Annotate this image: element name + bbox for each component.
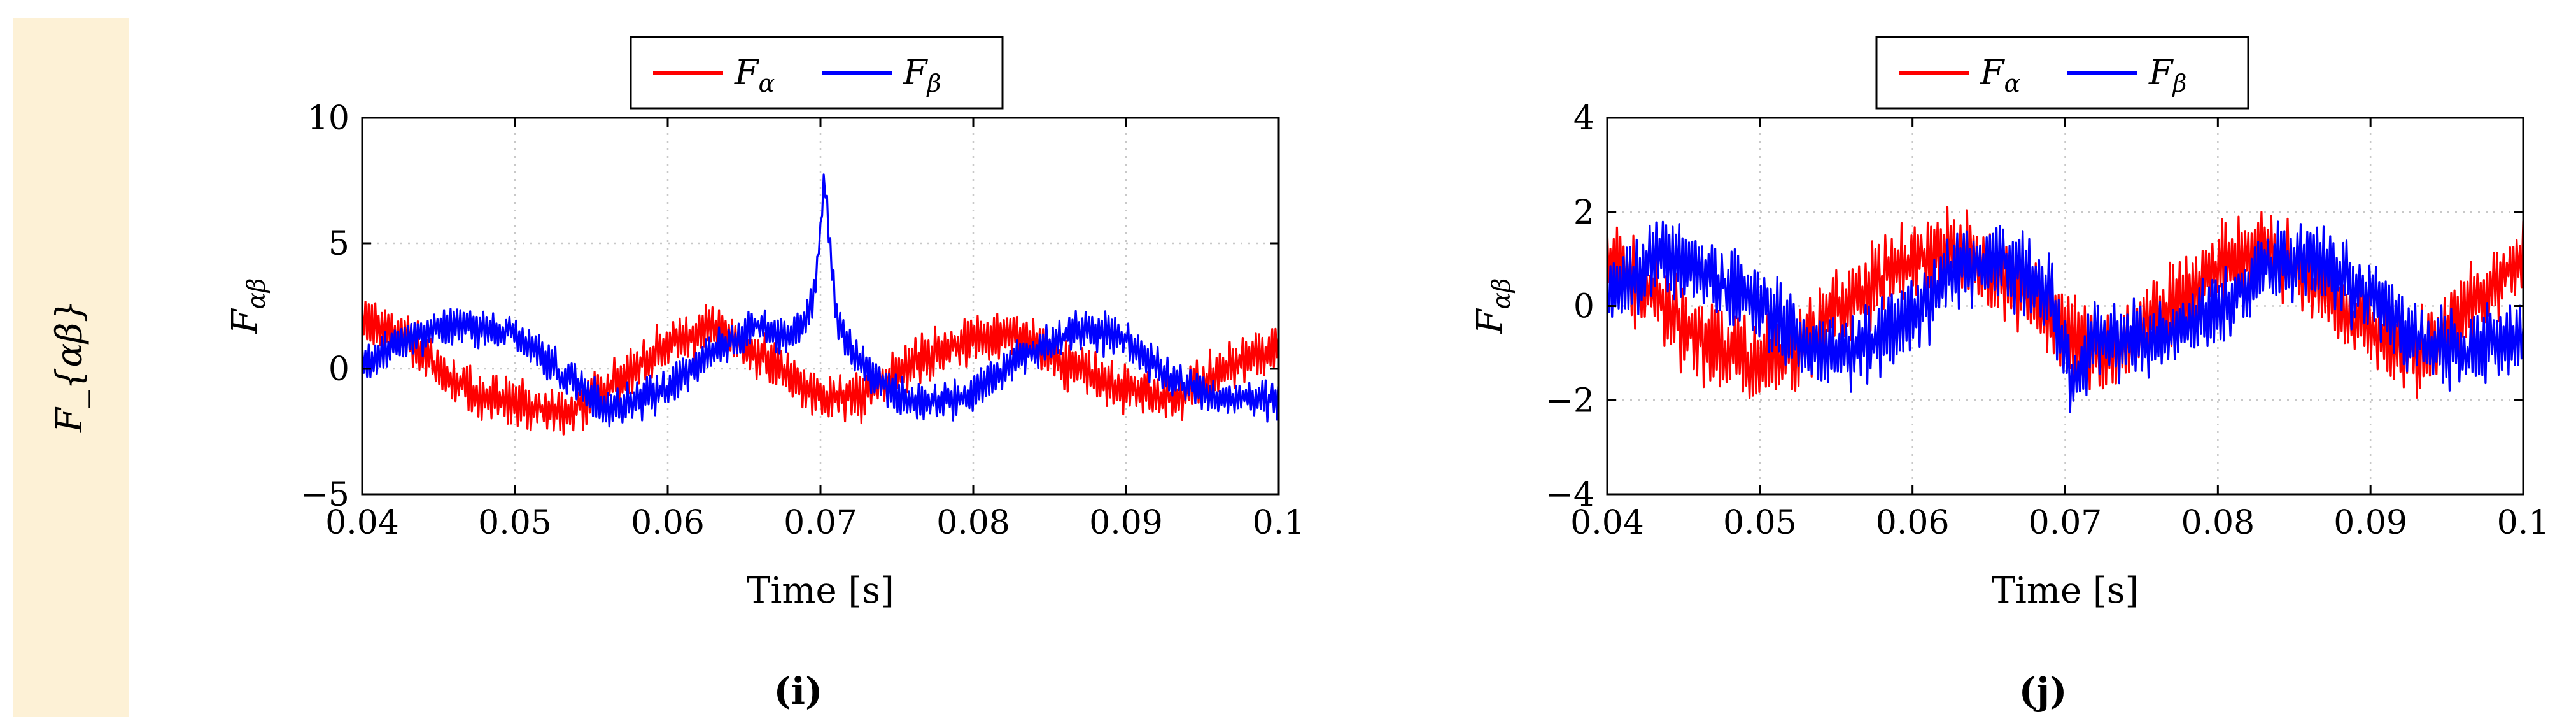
y-tick-label: 5 [328,225,349,263]
x-tick-label: 0.1 [1253,504,1306,542]
x-tick-label: 0.05 [478,504,552,542]
y-axis-label: Fαβ [1470,278,1516,335]
legend-box [630,36,1004,110]
x-tick-label: 0.07 [2029,504,2102,542]
chart-panel-2: 0.04 0.05 0.06 0.07 0.08 0.09 0.1 −4 −2 0 2 4 Time [… [1470,36,2550,713]
x-tick-label: 0.06 [631,504,705,542]
x-tick-label: 0.09 [1089,504,1163,542]
y-tick-label: −2 [1545,382,1594,420]
legend-label-f-beta: Fβ [2148,52,2186,97]
x-tick-label: 0.08 [936,504,1010,542]
y-tick-label: −4 [1545,476,1594,514]
row-label-band [13,18,129,717]
x-tick-label: 0.05 [1723,504,1797,542]
x-axis-label: Time [s] [1992,570,2139,611]
series-line-f-alpha [362,301,1279,436]
panel-label: (i) [774,669,823,713]
panel-label: (j) [2019,669,2067,713]
x-tick-label: 0.04 [1570,504,1644,542]
y-tick-label: 0 [328,350,349,389]
series-line-f-beta [362,173,1279,428]
legend-label-f-alpha: Fα [734,52,775,97]
x-tick-label: 0.09 [2333,504,2407,542]
legend-label-f-beta: Fβ [903,52,941,97]
chart-panel-1: 0.04 0.05 0.06 0.07 0.08 0.09 0.1 −5 0 5 10 Time [s… [225,36,1306,713]
plot-frame [361,117,1280,496]
legend-label-f-alpha: Fα [1980,52,2020,97]
x-tick-label: 0.06 [1876,504,1950,542]
y-tick-label: 2 [1573,194,1594,232]
x-tick-label: 0.04 [325,504,399,542]
y-tick-label: 0 [1573,288,1594,326]
series-line-f-alpha [1607,206,2523,399]
y-tick-label: 10 [307,99,349,138]
y-axis-label: Fαβ [225,278,271,335]
x-axis-label: Time [s] [747,570,894,611]
x-tick-label: 0.1 [2497,504,2550,542]
y-tick-label: −5 [300,476,349,514]
x-tick-label: 0.08 [2181,504,2255,542]
x-tick-label: 0.07 [784,504,857,542]
row-label: F_{αβ} [49,300,90,433]
y-tick-label: 4 [1573,99,1594,138]
series-line-f-beta [1607,220,2523,413]
